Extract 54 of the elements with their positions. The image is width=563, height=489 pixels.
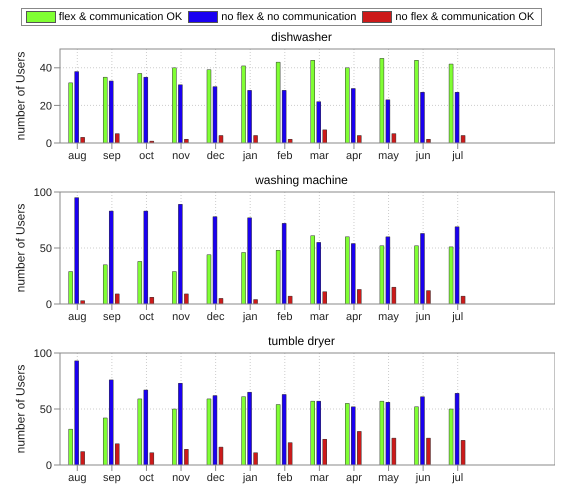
y-tick-label: 100 — [34, 186, 52, 199]
chart-title: tumble dryer — [267, 334, 336, 349]
x-tick-label: may — [378, 150, 400, 162]
x-tick-label: oct — [139, 472, 154, 484]
legend-label: no flex & no communication — [221, 11, 356, 23]
x-tick-label: jan — [242, 310, 258, 323]
x-tick-label: nov — [172, 310, 190, 323]
x-tick-label: apr — [346, 472, 362, 484]
x-tick-label: jan — [242, 150, 258, 162]
x-tick-label: feb — [277, 310, 292, 323]
y-axis-title: number of Users — [13, 204, 28, 292]
x-tick-label: aug — [68, 150, 86, 162]
y-tick-label: 0 — [46, 138, 52, 150]
x-tick-label: apr — [346, 310, 362, 323]
chart-title: dishwasher — [270, 30, 333, 45]
x-tick-label: sep — [103, 150, 121, 162]
x-tick-label: jul — [451, 472, 464, 484]
x-tick-label: aug — [68, 310, 86, 323]
x-tick-label: apr — [346, 150, 362, 162]
x-tick-label: aug — [68, 472, 86, 484]
x-tick-label: dec — [206, 472, 225, 484]
x-tick-label: sep — [103, 472, 121, 484]
x-tick-label: feb — [277, 472, 292, 484]
y-tick-label: 40 — [40, 62, 52, 75]
x-tick-label: jun — [414, 150, 430, 162]
y-tick-label: 100 — [34, 348, 52, 360]
x-tick-label: may — [378, 472, 400, 484]
chart-title: washing machine — [254, 173, 349, 188]
y-tick-label: 0 — [46, 460, 52, 472]
x-tick-label: jun — [414, 472, 430, 484]
x-tick-label: mar — [310, 472, 330, 484]
x-tick-label: jul — [451, 310, 464, 323]
y-axis-title: number of Users — [13, 52, 28, 140]
legend-label: no flex & communication OK — [395, 11, 534, 23]
y-tick-label: 50 — [40, 242, 52, 255]
x-tick-label: oct — [139, 310, 154, 323]
y-tick-label: 0 — [46, 298, 52, 311]
legend-label: flex & communication OK — [58, 11, 182, 23]
x-tick-label: mar — [310, 150, 330, 162]
x-tick-label: jun — [414, 310, 430, 323]
x-tick-label: feb — [277, 150, 292, 162]
x-tick-label: jan — [242, 472, 258, 484]
x-tick-label: jul — [451, 150, 464, 162]
x-tick-label: mar — [310, 310, 330, 323]
y-tick-label: 50 — [40, 404, 52, 416]
y-tick-label: 20 — [40, 100, 52, 112]
x-tick-label: nov — [172, 150, 190, 162]
x-tick-label: may — [378, 310, 400, 323]
x-tick-label: nov — [172, 472, 190, 484]
y-axis-title: number of Users — [13, 364, 28, 454]
x-tick-label: sep — [103, 310, 121, 323]
x-tick-label: oct — [139, 150, 154, 162]
x-tick-label: dec — [206, 310, 225, 323]
x-tick-label: dec — [206, 150, 225, 162]
